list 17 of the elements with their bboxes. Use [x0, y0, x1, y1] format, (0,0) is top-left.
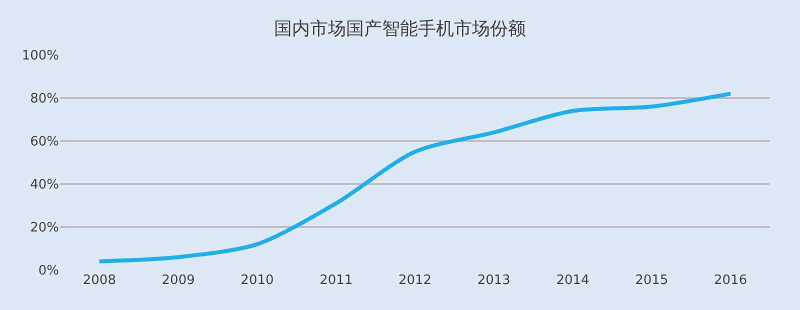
chart-title: 国内市场国产智能手机市场份额: [274, 18, 526, 40]
y-tick-label: 100%: [22, 48, 59, 64]
x-tick-label: 2012: [398, 273, 432, 288]
y-tick-label: 40%: [30, 178, 59, 193]
x-tick-label: 2016: [714, 273, 748, 288]
y-tick-label: 80%: [30, 92, 59, 107]
x-tick-label: 2015: [635, 273, 668, 288]
y-tick-label: 20%: [30, 220, 59, 236]
x-tick-label: 2011: [320, 273, 353, 288]
line-series: [97, 92, 733, 264]
x-tick-label: 2009: [162, 273, 195, 288]
y-tick-label: 60%: [30, 134, 59, 150]
x-tick-label: 2013: [477, 273, 510, 288]
y-tick-label: 0%: [38, 264, 59, 279]
x-tick-label: 2010: [240, 273, 274, 288]
x-tick-label: 2008: [82, 273, 116, 288]
x-tick-label: 2014: [556, 273, 590, 288]
